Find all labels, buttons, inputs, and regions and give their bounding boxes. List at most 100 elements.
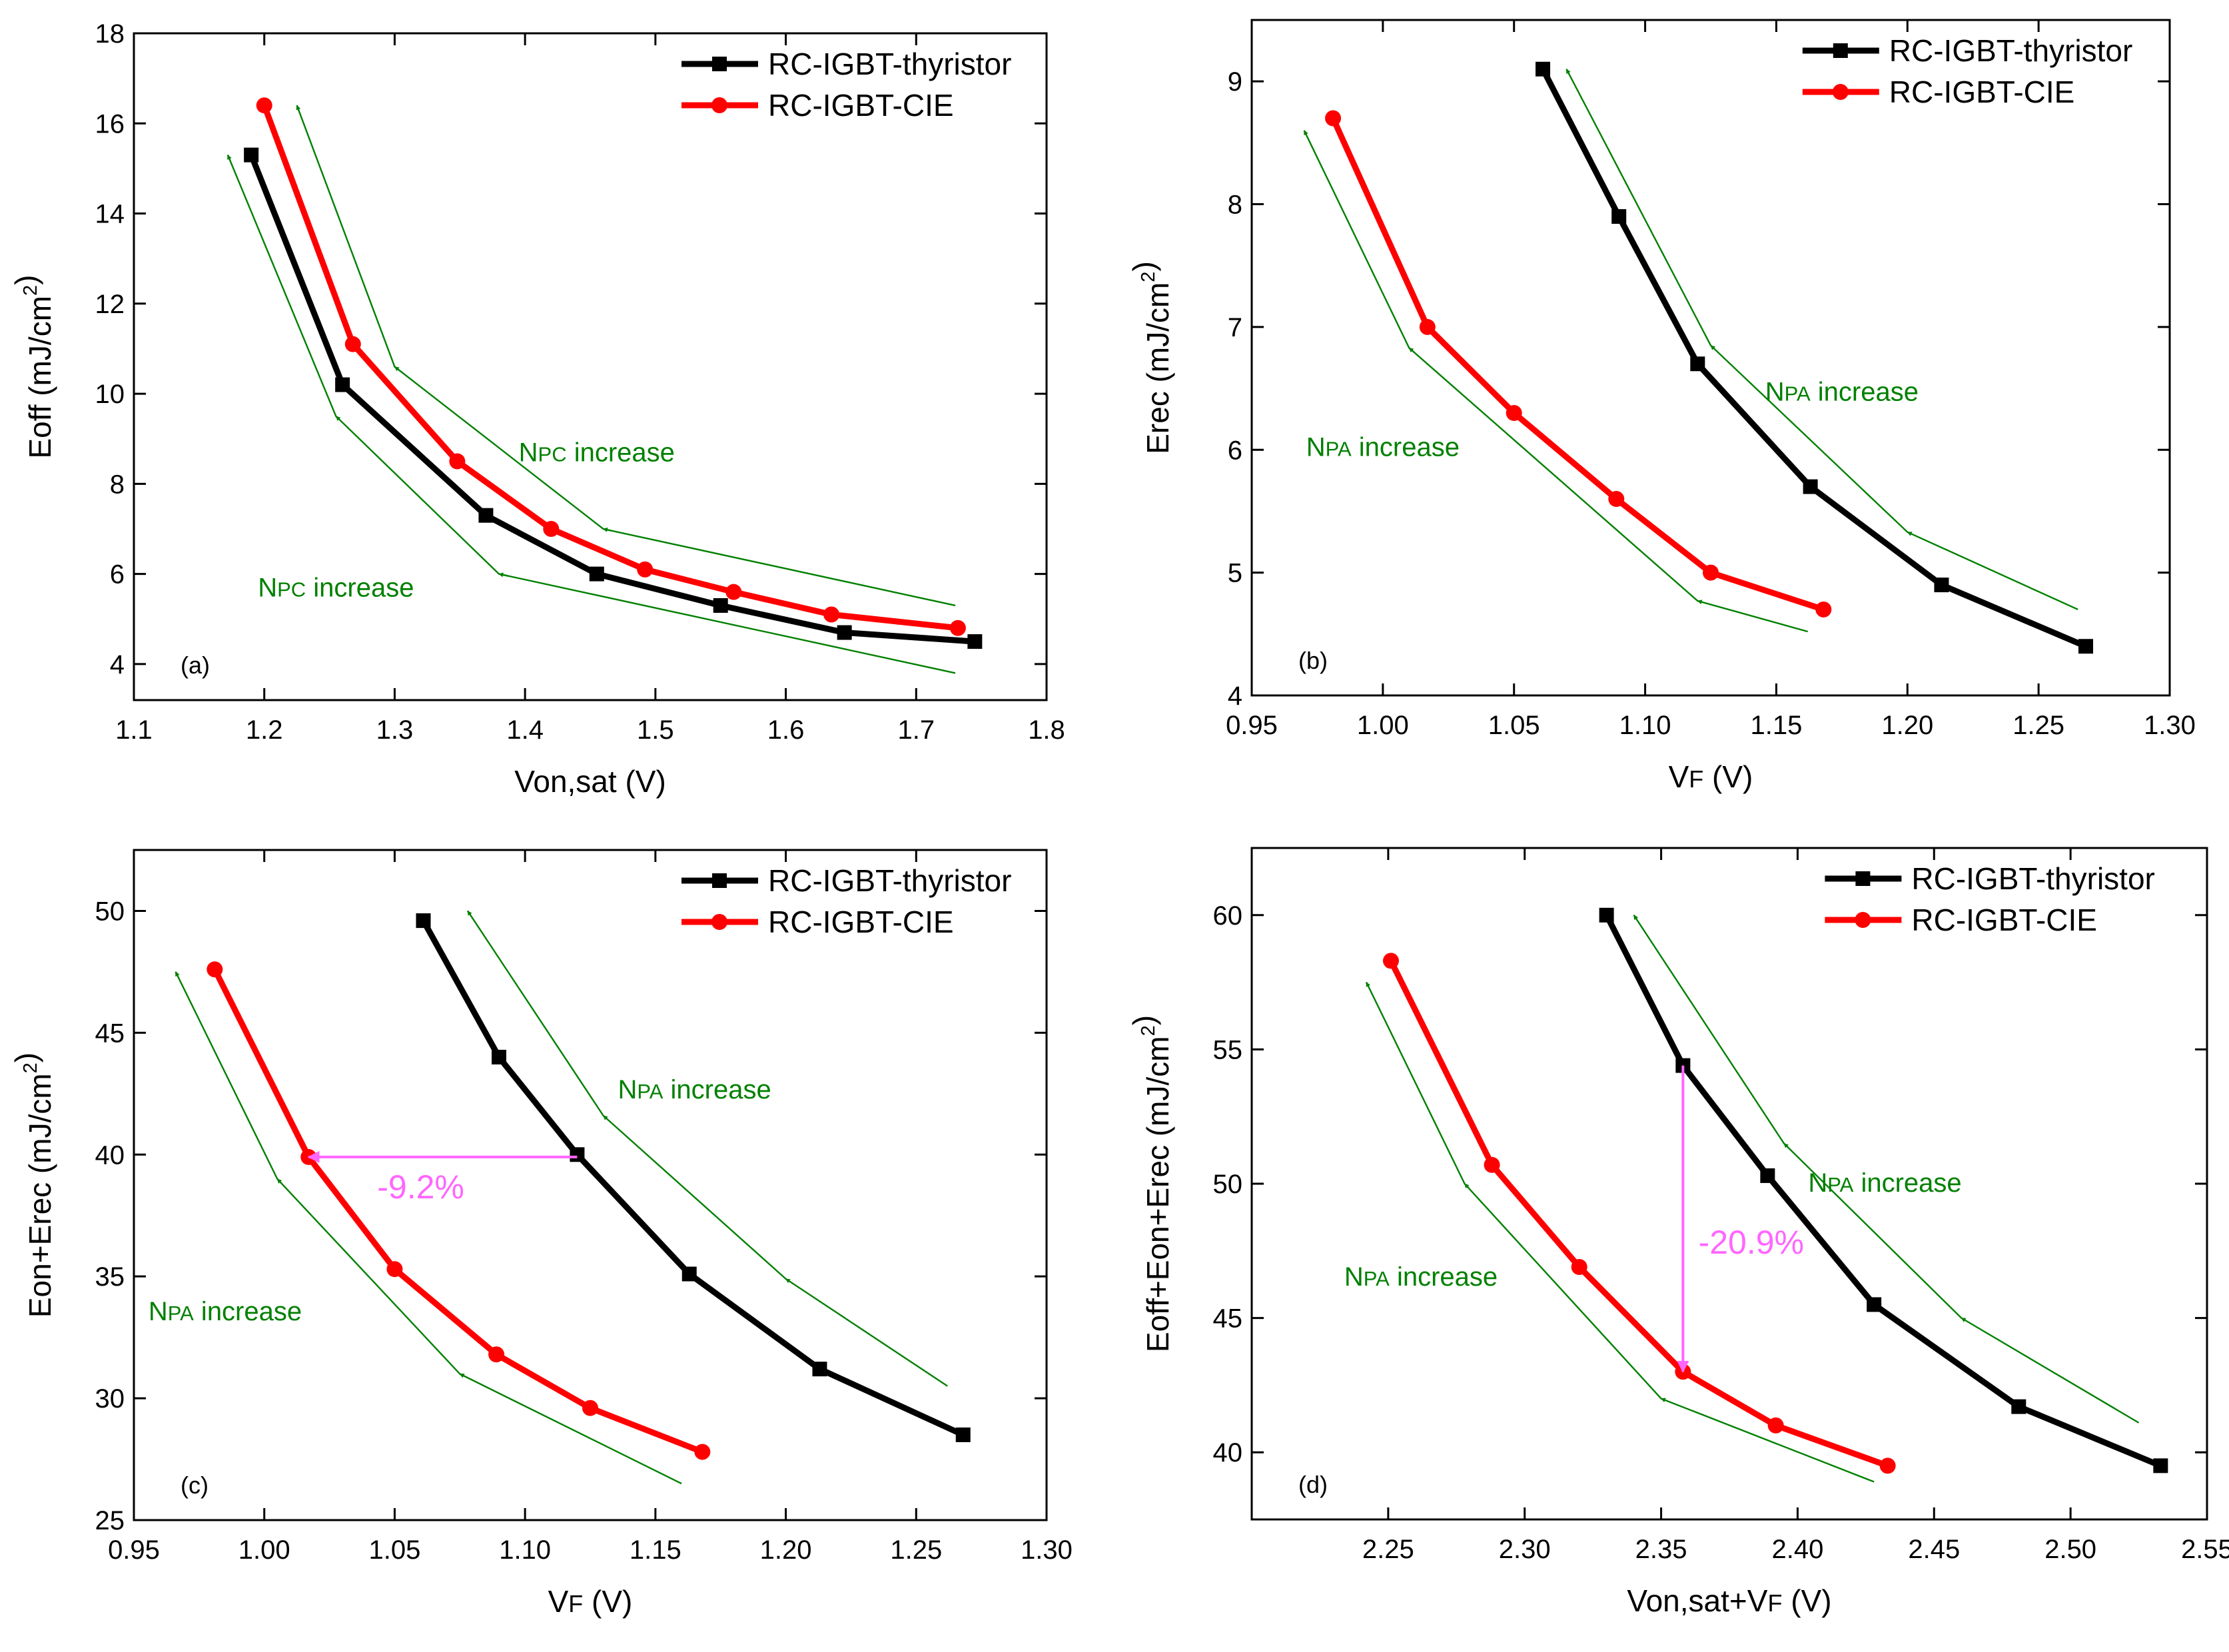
legend-label: RC-IGBT-thyristor	[1911, 861, 2154, 896]
data-point	[713, 598, 728, 613]
trend-guide-arrowhead	[1660, 1398, 1666, 1403]
data-point	[681, 1266, 697, 1282]
legend-label: RC-IGBT-thyristor	[768, 47, 1011, 81]
chart-panel-b: 0.95 1.00 1.05 1.10 1.15 1.20 1.25 1.30 4 5 6 7 8 9 VF…	[1126, 19, 2196, 794]
data-point	[1760, 1168, 1775, 1183]
y-tick-label: 45	[1213, 1304, 1243, 1334]
y-axis-title: Erec (mJ/cm2)	[1126, 261, 1175, 454]
data-point	[1599, 907, 1614, 923]
trend-guide-arrowhead	[1710, 344, 1715, 350]
x-tick-label: 0.95	[108, 1535, 160, 1565]
data-point	[1867, 1297, 1882, 1312]
x-tick-label: 1.5	[637, 715, 674, 745]
annotation-text: NPA increase	[1765, 378, 1919, 407]
data-point	[244, 147, 259, 163]
trend-guide-arrowhead	[459, 1373, 465, 1378]
trend-guide-arrowhead	[602, 1114, 608, 1120]
x-tick-label: 1.25	[2012, 711, 2064, 740]
trend-guide-arrowhead	[1366, 981, 1370, 987]
series-line	[1603, 912, 2164, 1469]
data-point	[2011, 1399, 2026, 1414]
data-point	[2153, 1458, 2168, 1473]
data-point	[1325, 110, 1342, 127]
data-point	[1611, 208, 1627, 224]
annotation-text: NPC increase	[258, 573, 414, 602]
series-line	[211, 966, 705, 1455]
annotation-text: NPC increase	[519, 438, 675, 468]
trend-guide-line	[226, 155, 956, 674]
data-point	[1767, 1417, 1784, 1434]
y-tick-label: 50	[95, 897, 125, 926]
y-tick-label: 50	[1213, 1170, 1243, 1199]
chart-panel-a: 1.1 1.2 1.3 1.4 1.5 1.6 1.7 1.8 4 6 8 10 12 14 16 18 Von…	[9, 19, 1065, 799]
data-point	[1608, 491, 1625, 508]
trend-guide-arrowhead	[394, 366, 400, 372]
panel-label: (b)	[1298, 647, 1328, 674]
legend-label: RC-IGBT-thyristor	[768, 863, 1011, 898]
y-tick-label: 8	[1228, 191, 1242, 220]
trend-guide-line	[1633, 915, 2140, 1424]
y-tick-label: 5	[1228, 559, 1242, 588]
y-tick-label: 45	[95, 1019, 125, 1048]
data-point	[1879, 1457, 1896, 1474]
x-tick-label: 1.15	[630, 1535, 681, 1565]
data-point	[1690, 356, 1705, 372]
trend-guide-line	[1303, 130, 1808, 633]
legend-swatch-marker	[712, 57, 727, 71]
x-tick-label: 1.7	[897, 715, 935, 745]
annotation-text: NPA increase	[149, 1297, 302, 1326]
legend-label: RC-IGBT-CIE	[1889, 75, 2075, 109]
data-point	[1815, 601, 1832, 618]
trend-guide-arrowhead	[1907, 531, 1913, 536]
data-point	[589, 566, 604, 582]
trend-guide-arrowhead	[1408, 347, 1416, 354]
y-tick-label: 4	[1228, 681, 1242, 711]
data-point	[949, 620, 966, 636]
x-tick-label: 1.6	[767, 715, 805, 745]
legend-swatch-marker	[1833, 43, 1848, 58]
data-point	[1803, 479, 1818, 494]
y-tick-label: 6	[1228, 436, 1242, 465]
legend-swatch-marker	[711, 914, 727, 930]
trend-guide-arrowhead	[1697, 600, 1703, 605]
legend-swatch-marker	[1855, 871, 1871, 886]
trend-guide-line	[467, 910, 948, 1387]
legend-label: RC-IGBT-CIE	[768, 88, 954, 123]
data-point	[725, 584, 742, 600]
trend-guide-arrowhead	[335, 416, 341, 421]
y-tick-label: 35	[95, 1262, 125, 1292]
y-tick-label: 25	[95, 1506, 125, 1535]
legend-swatch-marker	[1855, 912, 1871, 928]
trend-guide-arrowhead	[602, 527, 611, 532]
series-line	[248, 152, 978, 645]
y-tick-label: 8	[110, 470, 125, 499]
data-point	[1934, 578, 1949, 593]
x-tick-label: 2.50	[2044, 1535, 2096, 1564]
annotation-text: NPA increase	[1808, 1168, 1961, 1198]
x-tick-label: 1.8	[1028, 715, 1065, 745]
data-point	[416, 913, 431, 929]
trend-guide-arrowhead	[785, 1278, 791, 1284]
trend-guide-arrowhead	[1464, 1183, 1470, 1189]
data-point	[570, 1147, 585, 1162]
data-point	[2078, 639, 2094, 654]
annotation-text: NPA increase	[1344, 1262, 1498, 1292]
chart-panel-c: 0.95 1.00 1.05 1.10 1.15 1.20 1.25 1.30 25 30 35 40…	[9, 849, 1073, 1619]
data-point	[207, 961, 223, 978]
data-point	[1703, 564, 1719, 581]
trend-guide-arrowhead	[226, 154, 232, 161]
y-tick-label: 30	[95, 1384, 125, 1414]
panel-label: (c)	[181, 1471, 209, 1499]
data-point	[543, 520, 560, 537]
y-tick-label: 4	[110, 650, 125, 679]
x-tick-label: 2.35	[1635, 1535, 1687, 1564]
plot-frame	[1250, 19, 2171, 697]
legend-swatch-marker	[1832, 84, 1849, 100]
trend-guide-arrowhead	[1783, 1142, 1789, 1148]
y-tick-label: 60	[1213, 901, 1243, 931]
data-point	[335, 377, 350, 392]
y-tick-label: 10	[95, 380, 125, 409]
legend-label: RC-IGBT-CIE	[1911, 903, 2097, 937]
y-tick-label: 14	[95, 200, 125, 229]
data-point	[1484, 1156, 1500, 1173]
